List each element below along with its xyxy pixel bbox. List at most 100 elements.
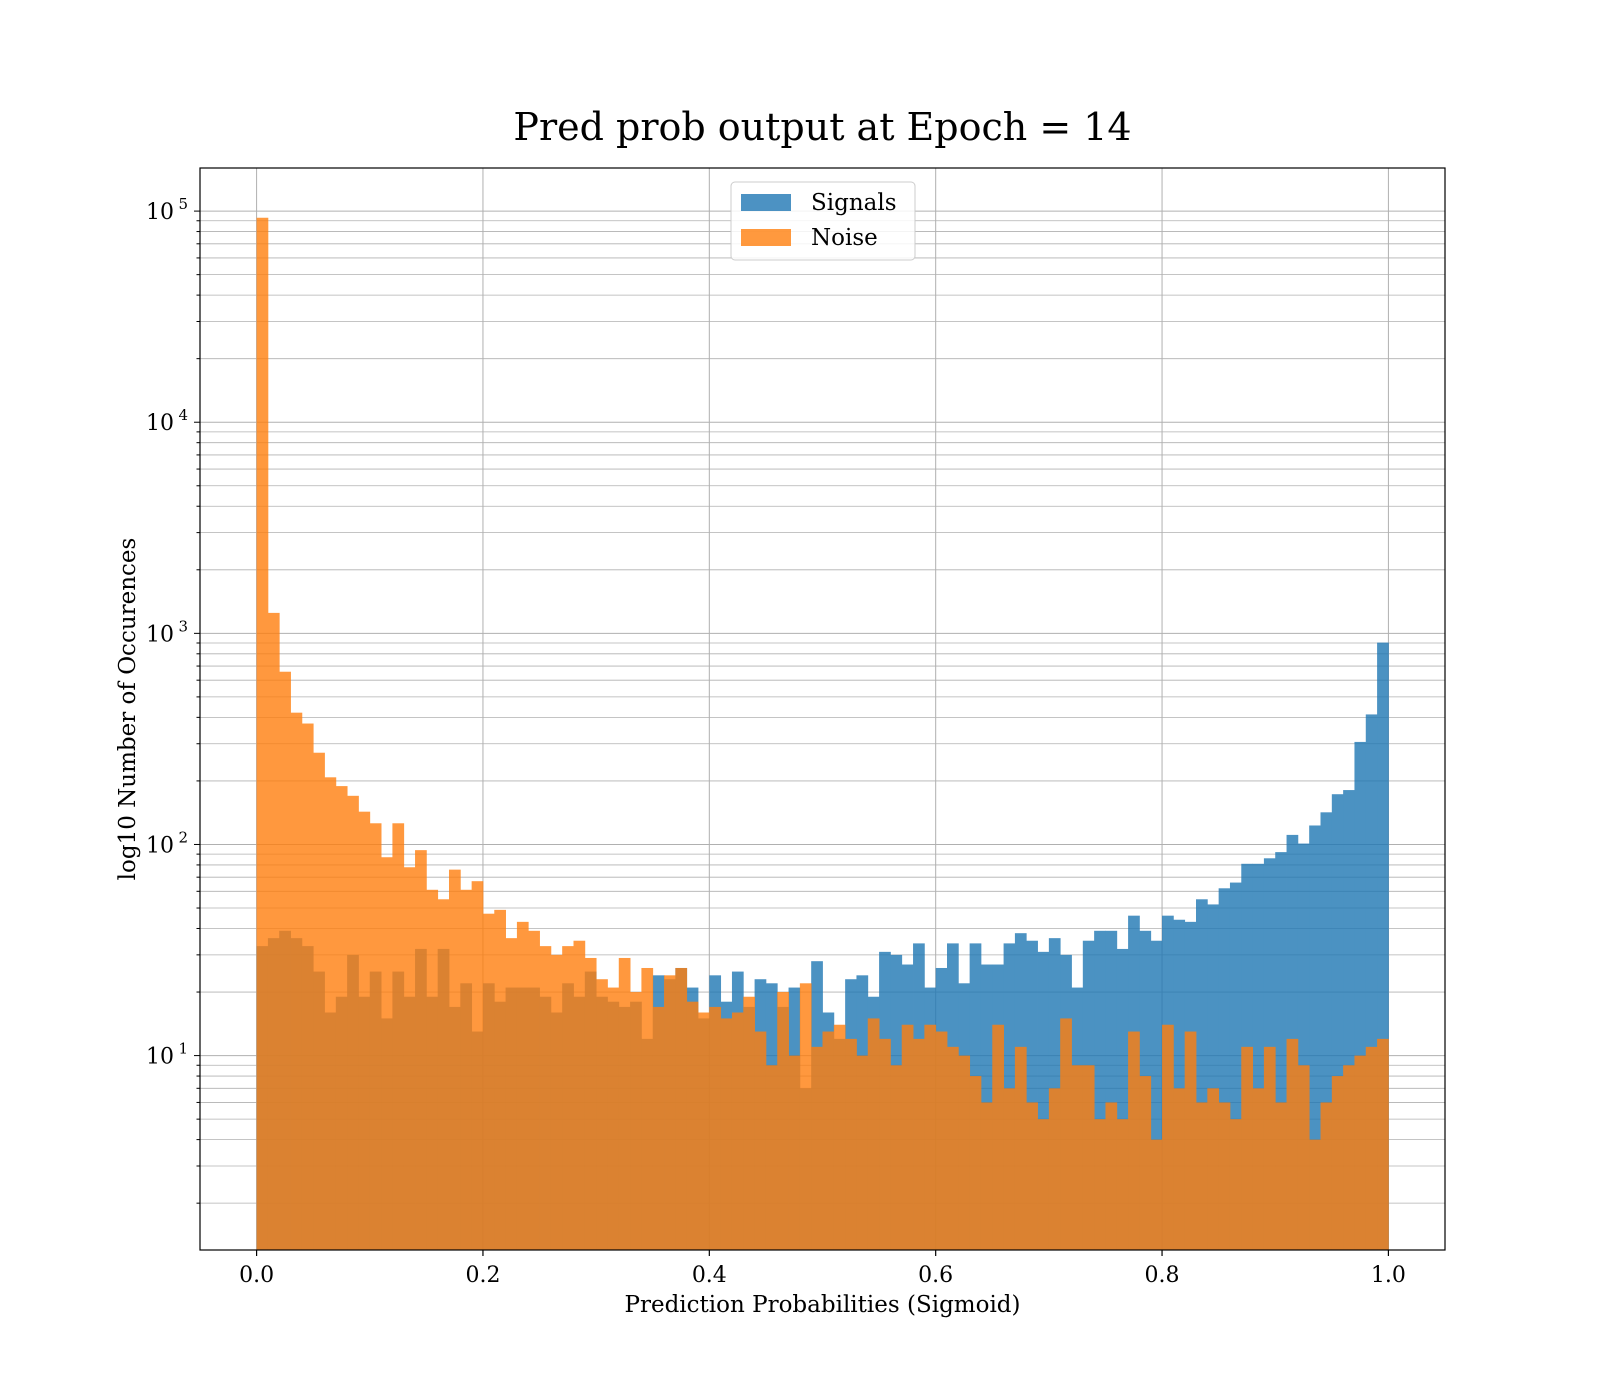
bar-noise (1048, 1088, 1061, 1250)
bar-noise (267, 612, 280, 1250)
bar-noise (788, 1055, 801, 1250)
bar-noise (415, 850, 427, 1250)
x-tick-label: 0.6 (918, 1263, 953, 1288)
bar-noise (1037, 1119, 1050, 1250)
bar-noise (890, 1065, 903, 1250)
bar-signals (1105, 930, 1118, 1250)
bar-noise (426, 889, 439, 1250)
bar-noise (630, 992, 642, 1250)
x-tick-label: 0.8 (1145, 1263, 1180, 1288)
bar-signals (1218, 888, 1231, 1250)
plot-frame (199, 167, 1446, 1251)
bar-noise (562, 946, 574, 1250)
bar-noise (1218, 1102, 1231, 1250)
bar-noise (516, 921, 529, 1250)
bar-noise (1309, 1139, 1321, 1250)
bar-signals (1229, 882, 1242, 1250)
bar-noise (845, 1038, 857, 1250)
bar-noise (720, 1018, 733, 1250)
y-tick-exponent: 4 (178, 406, 188, 424)
bar-noise (256, 217, 269, 1250)
histogram-bars (256, 217, 1389, 1250)
bar-noise (618, 957, 631, 1250)
x-tick-label: 0.4 (692, 1263, 727, 1288)
legend-swatch-noise (741, 229, 791, 246)
bar-noise (596, 979, 608, 1250)
bar-noise (641, 967, 654, 1250)
bar-signals (1207, 904, 1220, 1250)
bar-noise (1105, 1102, 1118, 1250)
legend-swatch-signals (741, 194, 791, 211)
bar-noise (1286, 1038, 1299, 1250)
bar-noise (392, 823, 405, 1250)
x-axis-label: Prediction Probabilities (Sigmoid) (625, 1292, 1021, 1318)
bar-signals (1365, 714, 1378, 1250)
bar-noise (992, 1024, 1004, 1250)
bar-noise (1196, 1102, 1208, 1250)
bar-noise (867, 1018, 880, 1250)
bar-noise (1343, 1065, 1355, 1250)
bar-signals (1297, 843, 1310, 1250)
bar-noise (811, 1046, 823, 1250)
bar-noise (652, 1006, 665, 1250)
bar-noise (369, 823, 382, 1250)
bar-noise (1263, 1046, 1276, 1250)
bar-noise (290, 712, 303, 1250)
bar-noise (607, 987, 620, 1250)
bar-signals (1037, 951, 1050, 1250)
bar-signals (1094, 930, 1106, 1250)
bar-noise (1275, 1102, 1287, 1250)
bar-noise (505, 938, 518, 1250)
bar-noise (437, 899, 450, 1250)
bar-noise (347, 795, 359, 1250)
bar-noise (279, 671, 291, 1250)
x-tick-label: 1.0 (1371, 1263, 1406, 1288)
bar-noise (799, 983, 812, 1250)
y-tick-label: 10 (146, 622, 174, 647)
bar-noise (958, 1055, 971, 1250)
chart-title: Pred prob output at Epoch = 14 (513, 105, 1131, 149)
bar-noise (1297, 1065, 1310, 1250)
bar-noise (1173, 1088, 1186, 1250)
bar-noise (471, 881, 484, 1250)
y-axis-label: log10 Number of Occurences (115, 538, 141, 881)
bar-noise (686, 1001, 699, 1250)
legend-label-noise: Noise (811, 225, 878, 251)
y-tick-exponent: 5 (178, 195, 188, 213)
bar-noise (1003, 1088, 1016, 1250)
bar-noise (494, 909, 506, 1250)
bar-noise (335, 786, 348, 1250)
bar-noise (698, 1012, 710, 1250)
bar-noise (460, 889, 473, 1250)
bar-signals (1116, 948, 1129, 1250)
bar-noise (969, 1076, 982, 1250)
bar-noise (1060, 1018, 1072, 1250)
bar-noise (754, 1031, 767, 1250)
bar-noise (1241, 1046, 1253, 1250)
bar-signals (1150, 940, 1163, 1250)
bar-noise (675, 967, 688, 1250)
bar-signals (1354, 741, 1367, 1250)
bar-signals (1026, 940, 1038, 1250)
x-tick-label: 0.2 (465, 1263, 500, 1288)
bar-noise (1229, 1119, 1242, 1250)
bar-noise (924, 1024, 937, 1250)
bar-signals (1343, 790, 1355, 1250)
bar-noise (731, 1012, 744, 1250)
bar-noise (528, 930, 540, 1250)
bar-noise (777, 992, 789, 1250)
bar-noise (765, 1065, 778, 1250)
y-tick-label: 10 (146, 833, 174, 858)
bar-noise (1252, 1088, 1265, 1250)
bar-signals (1331, 794, 1344, 1250)
bar-noise (1150, 1139, 1163, 1250)
bar-noise (324, 777, 337, 1250)
bar-signals (1275, 852, 1287, 1250)
bar-noise (1354, 1055, 1367, 1250)
legend: Signals Noise (730, 181, 916, 261)
bar-noise (833, 1024, 846, 1250)
y-tick-label: 10 (146, 200, 174, 225)
bar-noise (1071, 1065, 1084, 1250)
